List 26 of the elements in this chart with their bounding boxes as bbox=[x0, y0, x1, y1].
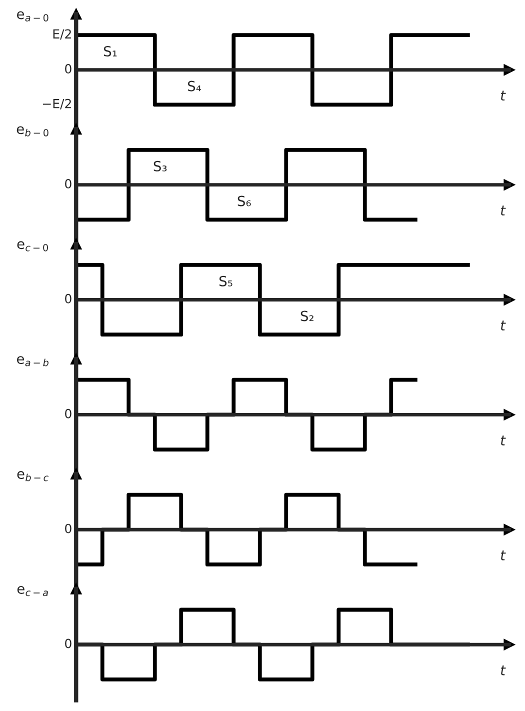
text: 0 bbox=[65, 638, 72, 648]
y-axis-title: e$_{a−b}$ bbox=[16, 356, 48, 366]
x-axis-title: t bbox=[500, 206, 506, 216]
annotation: S₄ bbox=[188, 80, 201, 92]
text: 0 bbox=[65, 294, 72, 304]
x-axis-title: t bbox=[500, 90, 506, 100]
text: −E/2 bbox=[42, 98, 71, 110]
x-axis-title: t bbox=[500, 665, 506, 676]
text: E/2 bbox=[53, 29, 71, 40]
annotation: 0 bbox=[65, 524, 72, 534]
y-axis-title: e$_{c−0}$ bbox=[17, 241, 48, 252]
x-axis-title: t bbox=[500, 550, 506, 560]
y-axis-title: e$_{a−0}$ bbox=[16, 11, 48, 22]
annotation: 0 bbox=[65, 178, 72, 188]
annotation: 0 bbox=[65, 408, 72, 418]
y-axis-title: e$_{c−a}$ bbox=[17, 586, 48, 596]
annotation: S₃ bbox=[154, 160, 167, 172]
text: 0 bbox=[65, 64, 72, 74]
annotation: S₆ bbox=[238, 196, 251, 206]
annotation: S₅ bbox=[219, 276, 232, 286]
annotation: S₁ bbox=[104, 46, 117, 56]
x-axis-title: t bbox=[500, 320, 506, 330]
y-axis-title: e$_{b−0}$ bbox=[16, 126, 48, 136]
annotation: S₂ bbox=[300, 310, 314, 322]
y-axis-title: e$_{b−c}$ bbox=[17, 471, 48, 482]
x-axis-title: t bbox=[500, 436, 506, 446]
